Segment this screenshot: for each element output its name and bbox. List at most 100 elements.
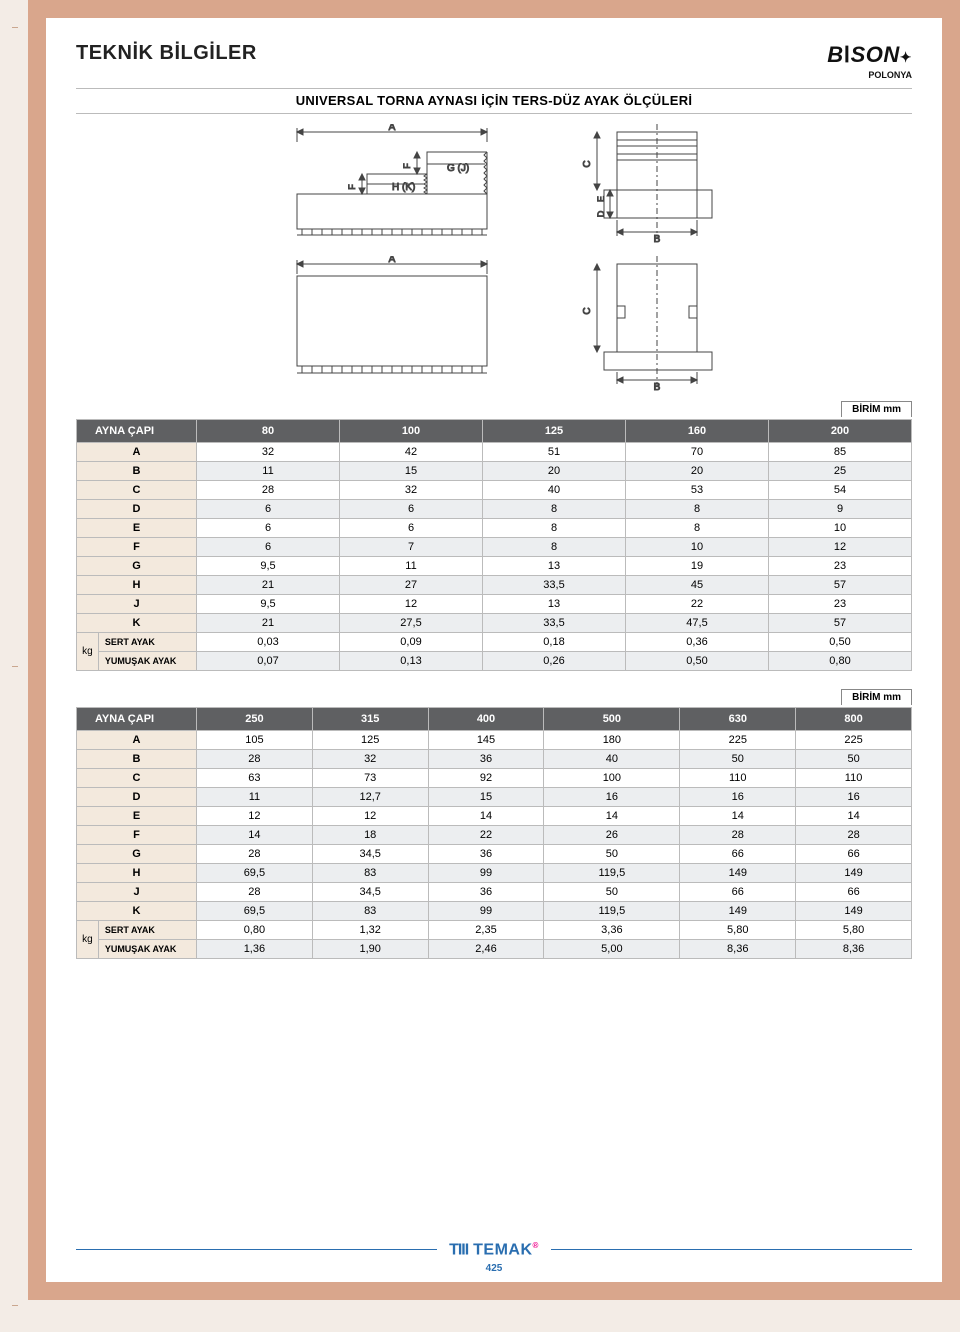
cell: 27,5 [340,614,483,633]
kg-label: kg [77,633,99,671]
cell: 225 [680,731,796,750]
cell: 28 [197,883,313,902]
cell: 10 [626,538,769,557]
svg-text:A: A [388,256,395,265]
cell: 32 [197,443,340,462]
cell: 57 [769,614,912,633]
cell: 73 [312,769,428,788]
cell: 40 [483,481,626,500]
outer-frame: TEKNİK BİLGİLER BⅠSON✦ POLONYA UNIVERSAL… [28,0,960,1300]
kg-row-label: SERT AYAK [98,921,196,940]
cell: 149 [796,864,912,883]
page-edge-marks [12,0,18,1332]
cell: 225 [796,731,912,750]
svg-text:D: D [596,210,606,217]
cell: 14 [796,807,912,826]
cell: 8,36 [796,940,912,959]
cell: 27 [340,576,483,595]
row-label: G [77,557,197,576]
cell: 32 [340,481,483,500]
cell: 66 [796,883,912,902]
cell: 119,5 [544,902,680,921]
cell: 149 [680,902,796,921]
cell: 13 [483,595,626,614]
cell: 5,80 [680,921,796,940]
cell: 40 [544,750,680,769]
cell: 5,80 [796,921,912,940]
row-label: A [77,443,197,462]
cell: 50 [796,750,912,769]
table2-col: 500 [544,708,680,731]
table2-header-label: AYNA ÇAPI [77,708,197,731]
cell: 12 [312,807,428,826]
cell: 50 [544,883,680,902]
kg-row-label: YUMUŞAK AYAK [98,940,196,959]
cell: 0,13 [340,652,483,671]
cell: 5,00 [544,940,680,959]
cell: 33,5 [483,614,626,633]
row-label: A [77,731,197,750]
cell: 8 [483,519,626,538]
table1-col: 125 [483,420,626,443]
cell: 149 [680,864,796,883]
cell: 34,5 [312,845,428,864]
table2-col: 400 [428,708,544,731]
cell: 8 [483,538,626,557]
header-row: TEKNİK BİLGİLER BⅠSON✦ POLONYA [76,42,912,80]
cell: 25 [769,462,912,481]
cell: 22 [626,595,769,614]
row-label: F [77,538,197,557]
cell: 99 [428,864,544,883]
cell: 19 [626,557,769,576]
cell: 28 [796,826,912,845]
cell: 69,5 [197,902,313,921]
brand-logo: BⅠSON✦ POLONYA [827,42,912,80]
row-label: H [77,576,197,595]
diagram-jaw-side: A F [267,124,502,244]
cell: 16 [796,788,912,807]
page-number: 425 [46,1263,942,1274]
cell: 28 [197,750,313,769]
table1-col: 80 [197,420,340,443]
cell: 66 [680,883,796,902]
table-2: AYNA ÇAPI 250 315 400 500 630 800 A10512… [76,707,912,959]
cell: 28 [197,845,313,864]
svg-text:E: E [596,196,606,202]
cell: 2,35 [428,921,544,940]
cell: 51 [483,443,626,462]
row-label: J [77,883,197,902]
cell: 1,36 [197,940,313,959]
table2-col: 630 [680,708,796,731]
cell: 6 [197,538,340,557]
cell: 99 [428,902,544,921]
page-container: TEKNİK BİLGİLER BⅠSON✦ POLONYA UNIVERSAL… [46,18,942,1282]
svg-text:C: C [582,307,593,314]
cell: 8 [626,500,769,519]
cell: 110 [796,769,912,788]
cell: 47,5 [626,614,769,633]
cell: 83 [312,864,428,883]
svg-text:G (J): G (J) [447,163,469,174]
table1-col: 160 [626,420,769,443]
row-label: C [77,769,197,788]
cell: 110 [680,769,796,788]
cell: 0,26 [483,652,626,671]
cell: 7 [340,538,483,557]
cell: 14 [544,807,680,826]
row-label: J [77,595,197,614]
cell: 50 [544,845,680,864]
table2-col: 800 [796,708,912,731]
cell: 36 [428,845,544,864]
table1-col: 200 [769,420,912,443]
svg-text:B: B [653,234,660,244]
cell: 16 [544,788,680,807]
diagram-cross-1: C D E B [562,124,722,244]
kg-row-label: SERT AYAK [98,633,196,652]
cell: 23 [769,557,912,576]
table2-col: 315 [312,708,428,731]
table1-col: 100 [340,420,483,443]
cell: 8,36 [680,940,796,959]
cell: 125 [312,731,428,750]
cell: 54 [769,481,912,500]
cell: 11 [340,557,483,576]
